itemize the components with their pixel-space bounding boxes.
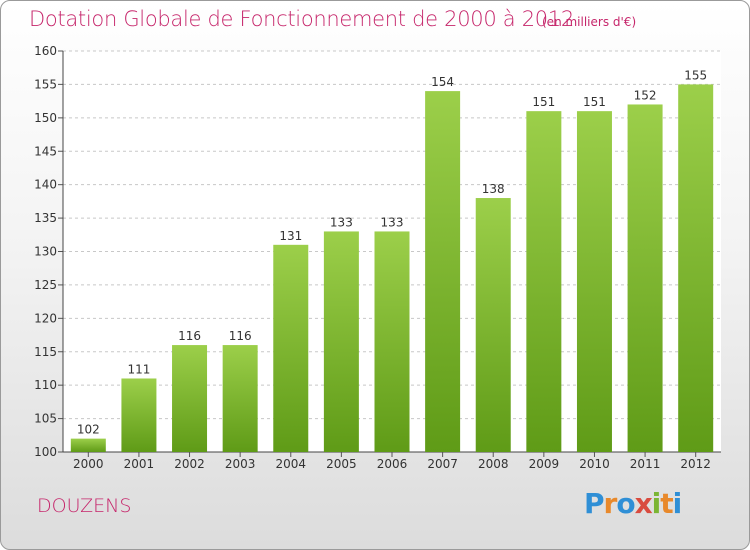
logo-letter: t — [660, 487, 673, 520]
y-tick-label: 100 — [34, 445, 57, 459]
bar — [627, 104, 663, 452]
logo-letter: i — [672, 487, 683, 520]
y-tick-label: 135 — [34, 211, 57, 225]
x-tick-label: 2010 — [579, 457, 610, 471]
x-tick-label: 2008 — [478, 457, 509, 471]
x-tick-label: 2006 — [377, 457, 408, 471]
commune-name: DOUZENS — [37, 495, 132, 517]
x-tick-label: 2007 — [427, 457, 458, 471]
chart-title: Dotation Globale de Fonctionnement de 20… — [29, 7, 574, 31]
y-tick-label: 115 — [34, 345, 57, 359]
data-label: 111 — [127, 362, 150, 376]
y-tick-label: 160 — [34, 44, 57, 58]
data-label: 151 — [532, 95, 555, 109]
x-tick-label: 2009 — [529, 457, 560, 471]
bar — [323, 231, 359, 452]
y-tick-label: 130 — [34, 245, 57, 259]
y-tick-label: 120 — [34, 311, 57, 325]
bar — [172, 345, 208, 452]
logo-letter: r — [603, 487, 618, 520]
data-label: 116 — [178, 329, 201, 343]
bar — [70, 438, 106, 452]
y-tick-label: 145 — [34, 144, 57, 158]
x-tick-label: 2002 — [174, 457, 205, 471]
bar — [273, 244, 309, 452]
logo-letter: x — [634, 487, 653, 520]
x-tick-label: 2012 — [680, 457, 711, 471]
data-label: 102 — [77, 423, 100, 437]
x-tick-label: 2004 — [275, 457, 306, 471]
bar — [526, 111, 562, 453]
bar — [222, 345, 258, 452]
y-tick-label: 150 — [34, 111, 57, 125]
chart-subtitle: (en milliers d'€) — [542, 15, 637, 29]
bar — [374, 231, 410, 452]
bar — [121, 378, 157, 452]
proxiti-logo: Proxiti — [584, 487, 683, 520]
y-tick-label: 105 — [34, 412, 57, 426]
y-tick-label: 140 — [34, 178, 57, 192]
bar — [678, 84, 714, 453]
data-label: 151 — [583, 95, 606, 109]
data-label: 133 — [330, 215, 353, 229]
x-tick-label: 2001 — [124, 457, 155, 471]
data-label: 116 — [229, 329, 252, 343]
data-label: 152 — [634, 88, 657, 102]
data-label: 138 — [482, 182, 505, 196]
logo-letter: o — [616, 487, 635, 520]
bar — [576, 111, 612, 453]
y-tick-label: 110 — [34, 378, 57, 392]
logo-letter: P — [584, 487, 605, 520]
x-tick-label: 2005 — [326, 457, 357, 471]
data-label: 154 — [431, 75, 454, 89]
x-tick-label: 2011 — [630, 457, 661, 471]
x-tick-label: 2003 — [225, 457, 256, 471]
data-label: 133 — [381, 215, 404, 229]
data-label: 155 — [684, 68, 707, 82]
y-tick-label: 155 — [34, 77, 57, 91]
x-tick-label: 2000 — [73, 457, 104, 471]
data-label: 131 — [279, 229, 302, 243]
bar — [425, 91, 461, 452]
y-tick-label: 125 — [34, 278, 57, 292]
bar — [475, 198, 511, 452]
logo-letter: i — [651, 487, 662, 520]
